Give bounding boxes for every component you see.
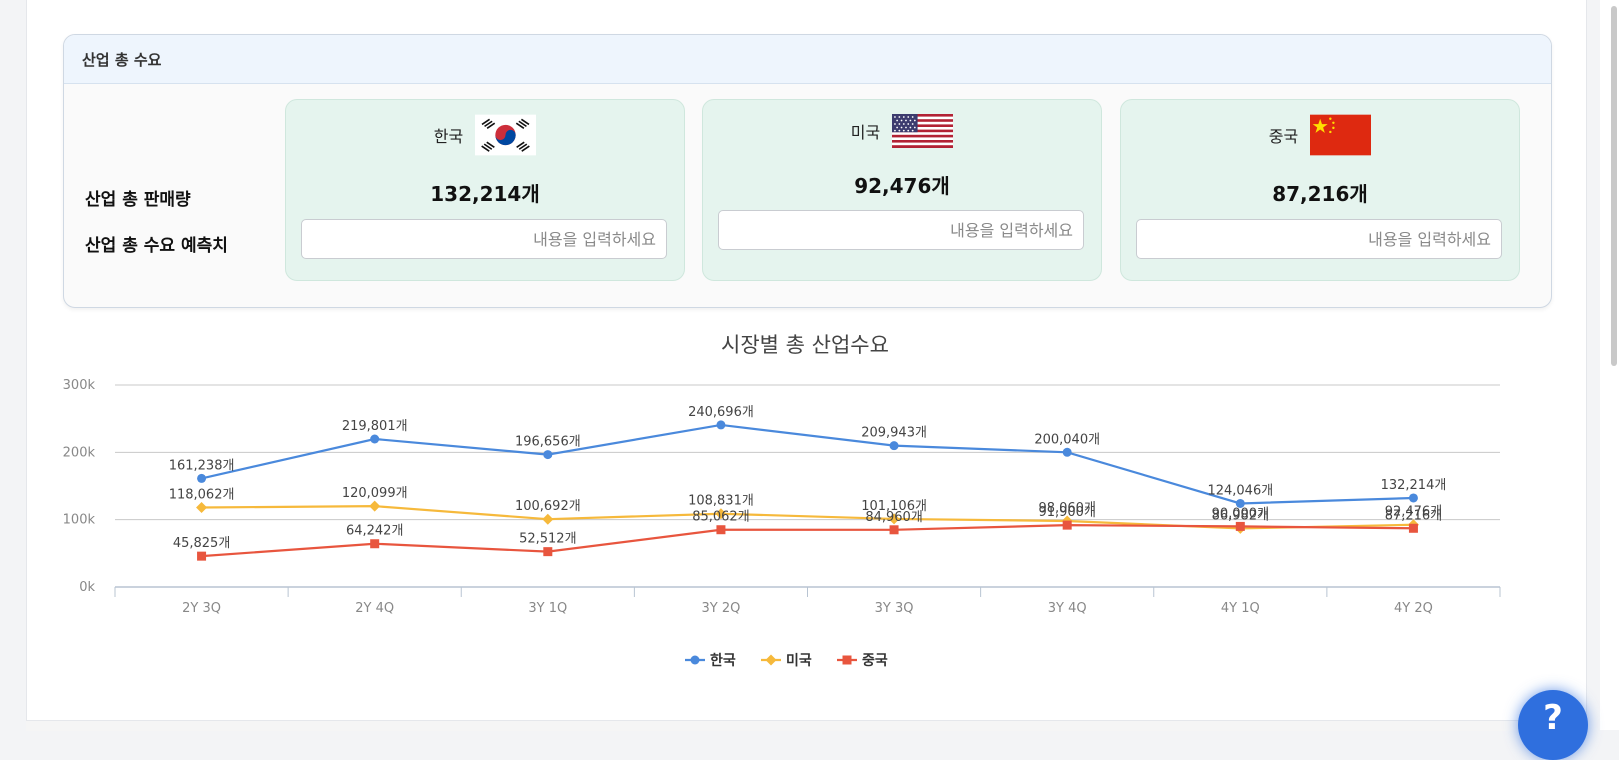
data-point[interactable] xyxy=(370,539,380,549)
data-label: 209,943개 xyxy=(861,426,927,441)
row-label-sales: 산업 총 판매량 xyxy=(85,190,191,210)
country-name: 한국 xyxy=(433,127,464,146)
data-label: 92,476개 xyxy=(1385,505,1442,520)
data-label: 90,000개 xyxy=(1212,506,1269,521)
country-total-sales: 87,216개 xyxy=(1272,182,1368,206)
data-label: 86,982개 xyxy=(1212,508,1269,523)
country-name: 미국 xyxy=(850,123,881,142)
data-point[interactable] xyxy=(1062,520,1072,530)
chart-title: 시장별 총 산업수요 xyxy=(721,333,889,357)
data-label: 87,216개 xyxy=(1385,508,1442,523)
series-line xyxy=(201,524,1414,558)
data-point[interactable] xyxy=(1408,523,1418,533)
data-point[interactable] xyxy=(888,513,900,525)
forecast-input-korea[interactable] xyxy=(301,219,667,259)
data-label: 85,062개 xyxy=(692,510,749,525)
y-tick-label: 300k xyxy=(63,378,96,393)
help-button[interactable]: ? xyxy=(1518,690,1588,760)
data-point[interactable] xyxy=(1062,447,1072,457)
forecast-input-usa[interactable] xyxy=(718,210,1084,250)
data-label: 100,692개 xyxy=(515,499,581,514)
data-label: 84,960개 xyxy=(865,510,922,525)
data-label: 101,106개 xyxy=(861,499,927,514)
industry-demand-panel: 산업 총 수요 산업 총 판매량 산업 총 수요 예측치 한국 xyxy=(63,34,1552,308)
legend-label[interactable]: 중국 xyxy=(862,653,888,669)
legend-marker[interactable] xyxy=(842,655,852,665)
market-demand-line-chart: 시장별 총 산업수요 0k 100k 200k 300k 2Y 3Q 2Y 4Q 3Y 1Q… xyxy=(63,333,1501,669)
x-tick-label: 3Y 2Q xyxy=(702,601,741,616)
data-label: 219,801개 xyxy=(342,419,408,434)
legend-label[interactable]: 미국 xyxy=(786,653,812,669)
data-point[interactable] xyxy=(1235,498,1245,508)
y-tick-label: 200k xyxy=(63,445,96,460)
data-point[interactable] xyxy=(197,473,207,483)
data-point[interactable] xyxy=(543,450,553,460)
data-point[interactable] xyxy=(1408,493,1418,503)
data-point[interactable] xyxy=(196,502,208,514)
data-point[interactable] xyxy=(716,525,726,535)
china-flag-icon xyxy=(1310,114,1372,156)
footer-strip xyxy=(26,720,1585,731)
country-card-china: 중국 87,216개 xyxy=(1120,99,1520,281)
legend-marker[interactable] xyxy=(765,654,777,666)
data-label: 45,825개 xyxy=(173,536,230,551)
data-label: 200,040개 xyxy=(1034,432,1100,447)
x-tick-label: 3Y 3Q xyxy=(875,601,914,616)
country-card-usa: 미국 92,476개 xyxy=(702,99,1102,281)
forecast-input-china[interactable] xyxy=(1136,219,1502,259)
scrollbar-thumb[interactable] xyxy=(1611,6,1617,366)
data-point[interactable] xyxy=(543,547,553,557)
row-label-forecast: 산업 총 수요 예측치 xyxy=(85,236,228,256)
data-label: 98,060개 xyxy=(1038,501,1095,516)
data-label: 161,238개 xyxy=(169,458,235,473)
country-name: 중국 xyxy=(1268,127,1299,146)
legend-marker[interactable] xyxy=(690,655,700,665)
data-label: 91,900개 xyxy=(1038,505,1095,520)
data-label: 124,046개 xyxy=(1207,483,1273,498)
data-point[interactable] xyxy=(370,434,380,444)
legend-label[interactable]: 한국 xyxy=(710,653,736,669)
panel-title: 산업 총 수요 xyxy=(64,35,1551,84)
data-label: 52,512개 xyxy=(519,532,576,547)
data-label: 120,099개 xyxy=(342,486,408,501)
x-tick-label: 4Y 1Q xyxy=(1221,601,1260,616)
data-label: 108,831개 xyxy=(688,494,754,509)
x-tick-label: 3Y 1Q xyxy=(528,601,567,616)
x-tick-label: 2Y 4Q xyxy=(355,601,394,616)
korea-flag-icon xyxy=(475,114,537,156)
x-tick-label: 2Y 3Q xyxy=(182,601,221,616)
data-point[interactable] xyxy=(197,551,207,561)
data-point[interactable] xyxy=(889,525,899,535)
data-label: 196,656개 xyxy=(515,435,581,450)
data-point[interactable] xyxy=(1235,521,1245,531)
data-label: 240,696개 xyxy=(688,405,754,420)
data-point[interactable] xyxy=(542,513,554,525)
country-total-sales: 92,476개 xyxy=(854,174,950,198)
data-point[interactable] xyxy=(716,420,726,430)
data-point[interactable] xyxy=(369,500,381,512)
country-total-sales: 132,214개 xyxy=(430,182,540,206)
country-card-korea: 한국 xyxy=(285,99,685,281)
x-tick-label: 3Y 4Q xyxy=(1048,601,1087,616)
data-label: 132,214개 xyxy=(1381,478,1447,493)
usa-flag-icon xyxy=(892,114,954,148)
data-label: 64,242개 xyxy=(346,524,403,539)
y-tick-label: 100k xyxy=(63,513,96,528)
data-point[interactable] xyxy=(889,441,899,451)
data-point[interactable] xyxy=(715,508,727,520)
y-tick-label: 0k xyxy=(79,580,95,595)
data-label: 118,062개 xyxy=(169,488,235,503)
series-line xyxy=(201,423,1414,505)
x-tick-label: 4Y 2Q xyxy=(1394,601,1433,616)
